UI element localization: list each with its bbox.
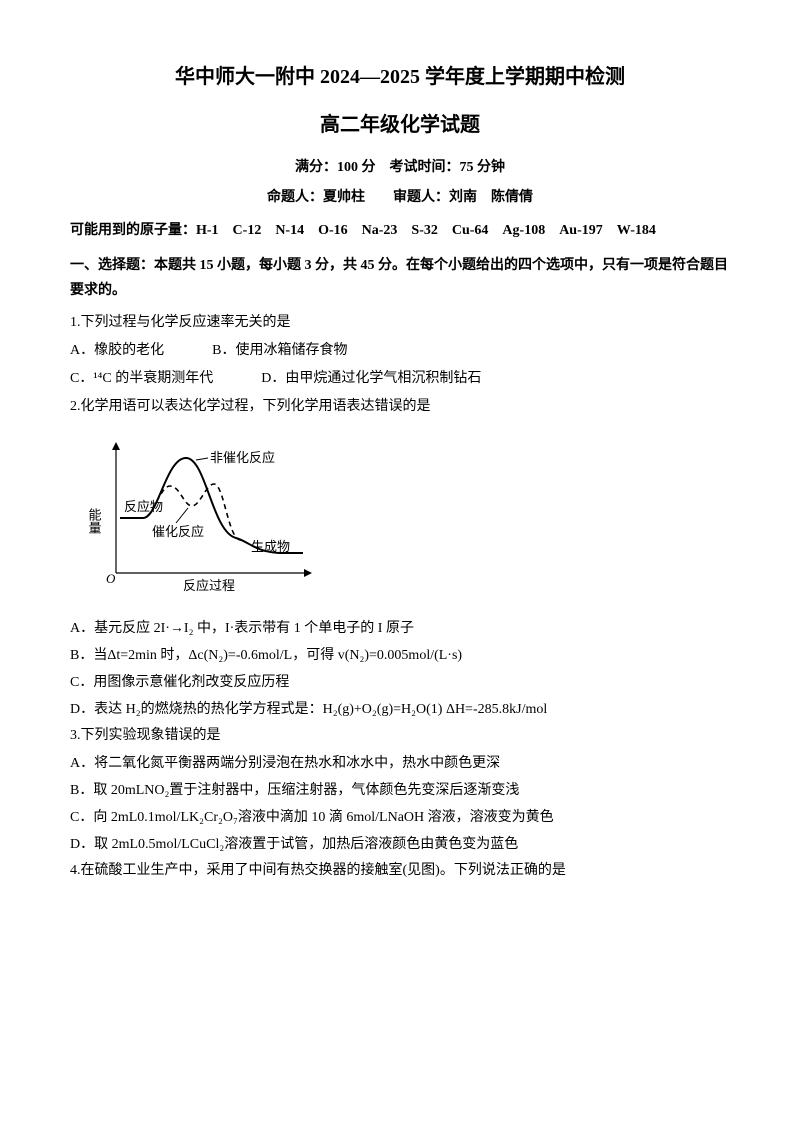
q2-diagram-wrap: O 能量 反应过程 反应物 生成物 非催化反应 催化反应: [88, 428, 730, 607]
q2-optA: A．基元反应 2I·→I₂ 中，I·表示带有 1 个单电子的 I 原子: [70, 617, 730, 641]
q2-optD: D．表达 H₂的燃烧热的热化学方程式是：H₂(g)+O₂(g)=H₂O(1) Δ…: [70, 698, 730, 722]
q1-optD: D．由甲烷通过化学气相沉积制钻石: [261, 367, 481, 391]
reactants-label: 反应物: [124, 499, 163, 514]
products-label: 生成物: [251, 539, 290, 554]
title-main: 华中师大一附中 2024—2025 学年度上学期期中检测: [70, 60, 730, 94]
x-axis-arrow: [304, 569, 312, 577]
q3-optD: D．取 2mL0.5mol/LCuCl₂溶液置于试管，加热后溶液颜色由黄色变为蓝…: [70, 833, 730, 857]
x-axis-label: 反应过程: [183, 578, 235, 593]
q3-stem: 3.下列实验现象错误的是: [70, 724, 730, 748]
q2-stem: 2.化学用语可以表达化学过程，下列化学用语表达错误的是: [70, 395, 730, 419]
q3-optC: C．向 2mL0.1mol/LK₂Cr₂O₇溶液中滴加 10 滴 6mol/LN…: [70, 806, 730, 830]
atomic-masses: 可能用到的原子量：H-1 C-12 N-14 O-16 Na-23 S-32 C…: [70, 218, 730, 243]
q3-optA: A．将二氧化氮平衡器两端分别浸泡在热水和冰水中，热水中颜色更深: [70, 752, 730, 776]
uncatalyzed-label: 非催化反应: [210, 450, 275, 465]
q1-options-row1: A．橡胶的老化 B．使用冰箱储存食物: [70, 339, 730, 363]
section-1-header: 一、选择题：本题共 15 小题，每小题 3 分，共 45 分。在每个小题给出的四…: [70, 253, 730, 303]
energy-profile-diagram: O 能量 反应过程 反应物 生成物 非催化反应 催化反应: [88, 428, 318, 598]
q1-optC: C．¹⁴C 的半衰期测年代: [70, 367, 213, 391]
q1-optA: A．橡胶的老化: [70, 339, 164, 363]
q3-optB: B．取 20mLNO₂置于注射器中，压缩注射器，气体颜色先变深后逐渐变浅: [70, 779, 730, 803]
y-axis-label: 能量: [88, 508, 102, 534]
q1-stem: 1.下列过程与化学反应速率无关的是: [70, 311, 730, 335]
y-axis-arrow: [112, 442, 120, 450]
uncatalyzed-leader: [196, 458, 208, 460]
score-time: 满分：100 分 考试时间：75 分钟: [70, 156, 730, 180]
q1-options-row2: C．¹⁴C 的半衰期测年代 D．由甲烷通过化学气相沉积制钻石: [70, 367, 730, 391]
q1-optB: B．使用冰箱储存食物: [212, 339, 347, 363]
origin-label: O: [106, 571, 116, 586]
authors: 命题人：夏帅柱 审题人：刘南 陈倩倩: [70, 186, 730, 210]
catalyzed-label: 催化反应: [152, 524, 204, 539]
title-sub: 高二年级化学试题: [70, 108, 730, 142]
catalyzed-leader: [176, 508, 188, 523]
q4-stem: 4.在硫酸工业生产中，采用了中间有热交换器的接触室(见图)。下列说法正确的是: [70, 859, 730, 883]
q2-optB: B．当Δt=2min 时，Δc(N₂)=-0.6mol/L，可得 v(N₂)=0…: [70, 644, 730, 668]
q2-optC: C．用图像示意催化剂改变反应历程: [70, 671, 730, 695]
